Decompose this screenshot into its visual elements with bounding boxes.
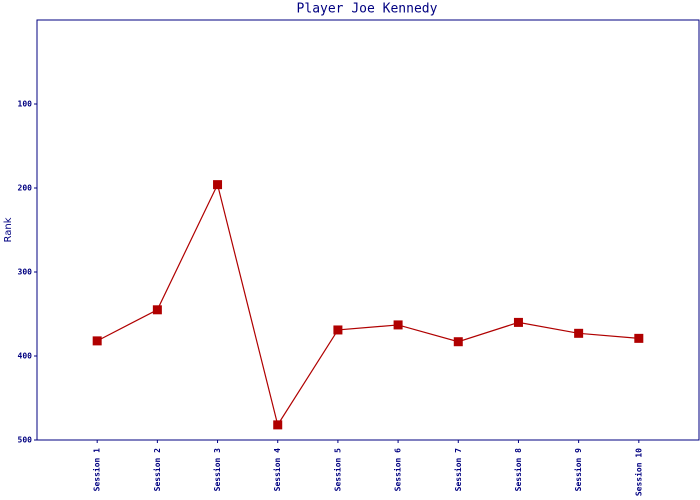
x-tick-label: Session 5 [332, 448, 342, 492]
x-tick-label: Session 1 [92, 448, 102, 492]
y-tick-label: 100 [18, 100, 33, 109]
x-tick-label: Session 8 [513, 448, 523, 492]
data-point [152, 305, 162, 315]
data-point [513, 317, 523, 327]
x-tick-label: Session 7 [453, 448, 463, 492]
x-tick-label: Session 3 [212, 448, 222, 492]
x-tick-label: Session 10 [633, 448, 643, 496]
y-tick-label: 300 [18, 268, 33, 277]
data-point [213, 180, 223, 190]
plot-frame [36, 19, 700, 441]
x-tick-label: Session 9 [573, 448, 583, 492]
chart-title: Player Joe Kennedy [297, 2, 438, 17]
series-line [96, 182, 639, 427]
data-point [634, 333, 644, 343]
data-point [92, 336, 102, 346]
x-tick-label: Session 2 [152, 448, 162, 492]
y-tick-label: 500 [18, 436, 33, 445]
data-point [273, 420, 283, 430]
y-tick-label: 400 [18, 352, 33, 361]
y-tick-label: 200 [18, 184, 33, 193]
data-point [393, 320, 403, 330]
data-point [333, 325, 343, 335]
x-tick-label: Session 6 [393, 448, 403, 492]
data-point [453, 337, 463, 347]
data-point [574, 328, 584, 338]
y-axis-label: Rank [3, 217, 14, 242]
x-tick-label: Session 4 [272, 448, 282, 492]
